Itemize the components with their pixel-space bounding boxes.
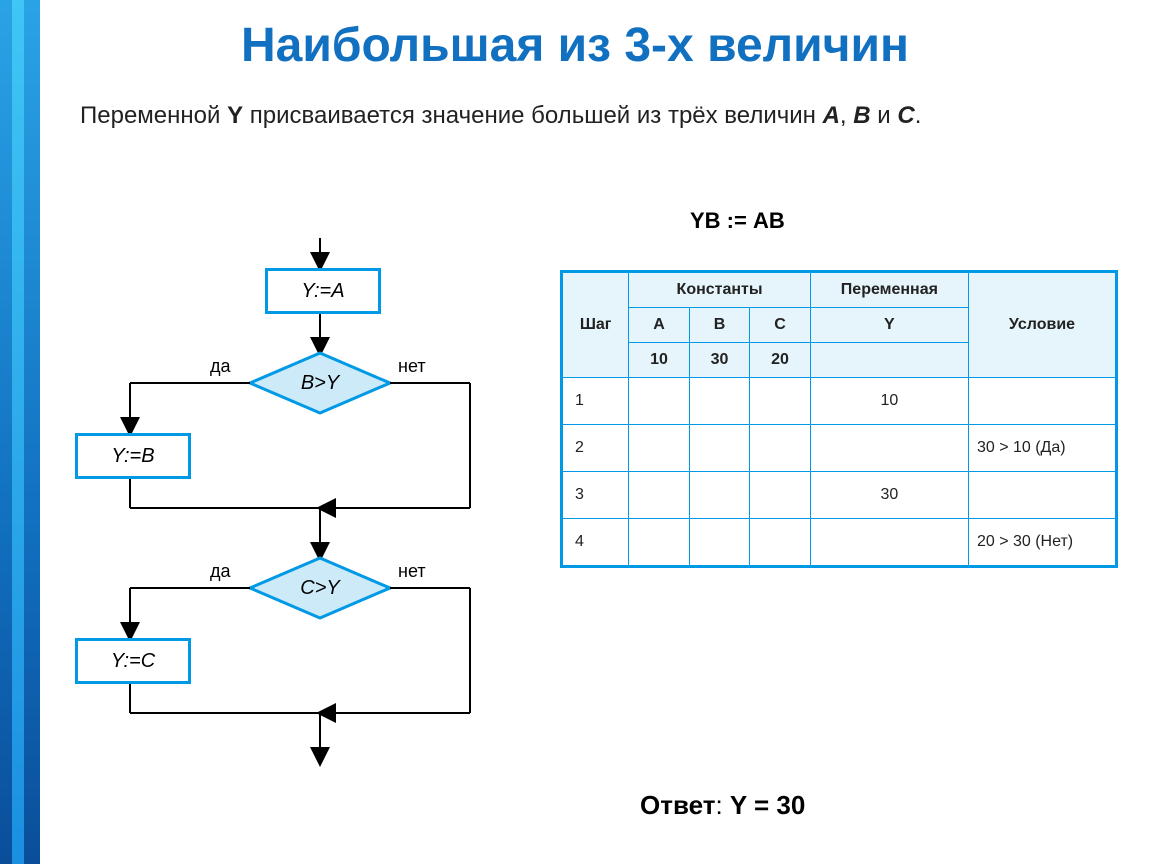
th-c: C [750,308,811,343]
answer-text: Ответ: Y = 30 [640,790,805,821]
table-row: 2 30 > 10 (Да) [562,425,1117,472]
th-cond: Условие [968,272,1116,378]
th-cv: 20 [750,343,811,378]
th-b: B [689,308,750,343]
table-row: 4 20 > 30 (Нет) [562,519,1117,567]
th-const: Константы [629,272,811,308]
flow-box-3: Y:=C [75,638,191,684]
th-av: 10 [629,343,690,378]
table-row: 3 30 [562,472,1117,519]
label-yes-2: да [210,561,231,582]
th-var: Переменная [810,272,968,308]
label-yes-1: да [210,356,231,377]
flow-box-2: Y:=B [75,433,191,479]
table-row: 1 10 [562,378,1117,425]
flowchart-svg: B>Y C>Y [70,238,550,778]
slide-stripe-inner [12,0,24,864]
flowchart: B>Y C>Y Y:=A Y:=B Y:=C да нет да нет [70,238,550,768]
label-no-1: нет [398,356,426,377]
th-bv: 30 [689,343,750,378]
diamond2-text: C>Y [300,577,341,599]
slide-left-stripe [0,0,40,864]
th-yv [810,343,968,378]
th-y: Y [810,308,968,343]
th-step: Шаг [562,272,629,378]
diamond1-text: B>Y [301,372,341,394]
slide-title: Наибольшая из 3-х величин [0,18,1150,73]
th-a: A [629,308,690,343]
label-no-2: нет [398,561,426,582]
slide-description: Переменной Y присваивается значение боль… [80,100,1110,132]
trace-table: Шаг Константы Переменная Условие A B C Y… [560,270,1118,568]
flow-box-1: Y:=A [265,268,381,314]
overlay-formula: YВ := АB [690,208,785,234]
